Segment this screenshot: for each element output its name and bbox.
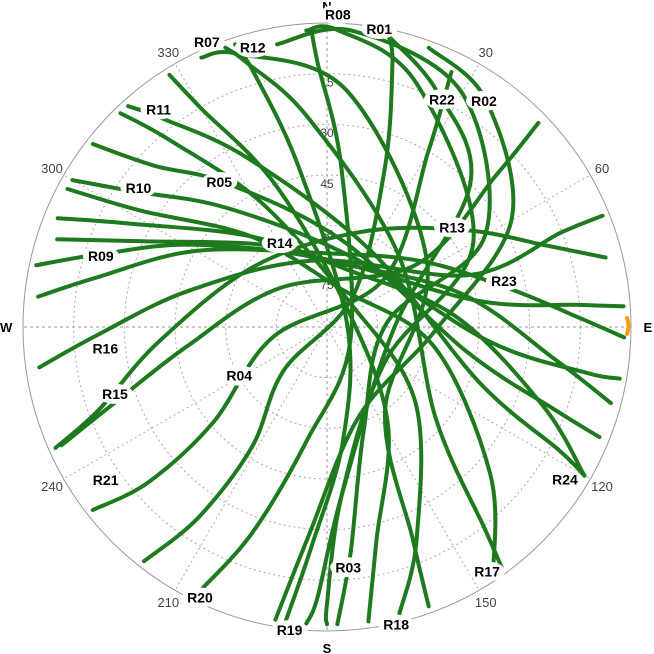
sat-label: R01 bbox=[366, 21, 392, 37]
sat-label: R12 bbox=[240, 40, 266, 56]
sat-label: R14 bbox=[267, 235, 293, 251]
sat-label: R09 bbox=[88, 248, 114, 264]
sat-label: R18 bbox=[383, 616, 409, 632]
sat-label: R16 bbox=[92, 340, 118, 356]
sat-label: R17 bbox=[474, 563, 500, 579]
azimuth-label: 300 bbox=[41, 161, 63, 176]
sat-track-alt bbox=[627, 318, 629, 334]
sat-label: R11 bbox=[146, 101, 171, 117]
sat-label: R03 bbox=[335, 559, 361, 575]
sat-label: R24 bbox=[552, 472, 578, 488]
sat-label: R10 bbox=[126, 180, 152, 196]
sat-label: R08 bbox=[325, 6, 351, 22]
sat-label: R04 bbox=[226, 368, 252, 384]
azimuth-label: 30 bbox=[479, 45, 493, 60]
sat-label: R07 bbox=[194, 34, 220, 50]
sat-label: R23 bbox=[491, 273, 517, 289]
cardinal-label: W bbox=[0, 320, 13, 335]
cardinal-label: E bbox=[644, 320, 653, 335]
sat-label: R19 bbox=[277, 622, 303, 638]
azimuth-label: 330 bbox=[157, 45, 179, 60]
sat-label: R22 bbox=[429, 91, 455, 107]
azimuth-label: 60 bbox=[595, 161, 609, 176]
azimuth-label: 150 bbox=[475, 595, 497, 610]
sat-label: R15 bbox=[102, 386, 128, 402]
sat-label: R13 bbox=[439, 219, 465, 235]
sat-label: R20 bbox=[187, 589, 213, 605]
sat-label: R21 bbox=[93, 472, 119, 488]
sat-label: R05 bbox=[206, 174, 232, 190]
sat-label: R02 bbox=[471, 93, 497, 109]
azimuth-label: 210 bbox=[157, 595, 179, 610]
azimuth-label: 120 bbox=[591, 479, 613, 494]
azimuth-label: 240 bbox=[41, 479, 63, 494]
cardinal-label: S bbox=[323, 641, 332, 654]
